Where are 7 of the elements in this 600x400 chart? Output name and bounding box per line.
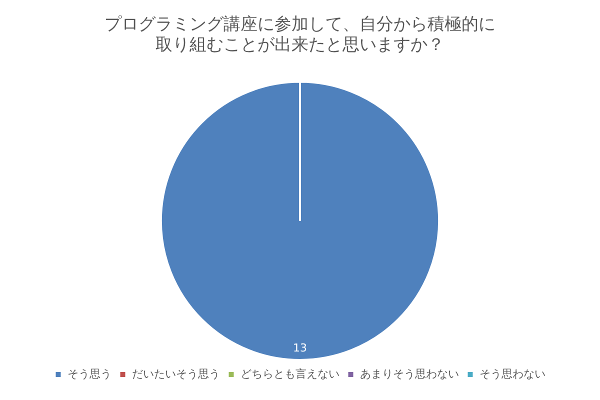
chart-title: プログラミング講座に参加して、自分から積極的に取り組むことが出来たと思いますか？ [104, 14, 496, 56]
legend-label: だいたいそう思う [132, 367, 220, 380]
legend-label: そう思わない [479, 367, 546, 380]
legend-label: そう思う [67, 367, 112, 380]
legend-label: あまりそう思わない [360, 367, 459, 380]
legend-label: どちらとも言えない [240, 367, 340, 380]
data-label: 13 [293, 342, 307, 355]
